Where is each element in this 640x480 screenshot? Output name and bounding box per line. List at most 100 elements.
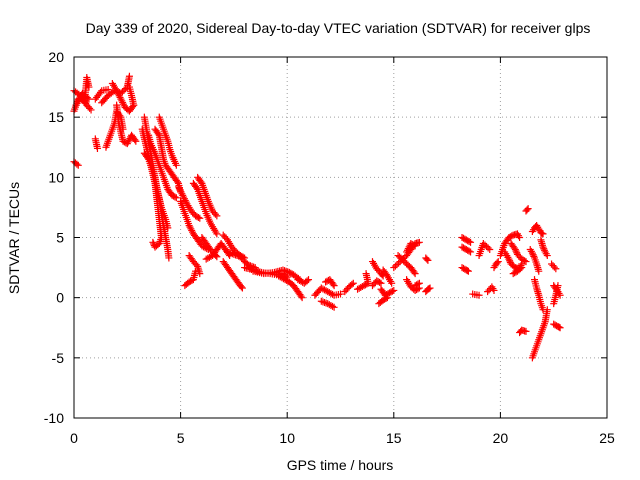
data-point — [518, 264, 526, 272]
data-point — [82, 92, 90, 100]
data-point — [279, 266, 287, 274]
data-point — [130, 101, 138, 109]
data-point — [423, 255, 431, 263]
data-point — [403, 246, 411, 254]
data-point — [233, 252, 241, 260]
data-point — [85, 83, 93, 91]
data-point — [390, 286, 398, 294]
data-point — [529, 251, 537, 259]
data-point — [172, 194, 180, 202]
data-point — [186, 223, 194, 231]
data-point — [164, 224, 172, 232]
data-point — [524, 205, 532, 213]
data-point — [297, 292, 305, 300]
data-point — [539, 243, 547, 251]
data-point — [388, 287, 396, 295]
data-point — [213, 230, 221, 238]
data-point — [224, 248, 232, 256]
data-point — [154, 130, 162, 138]
data-point — [415, 279, 423, 287]
data-point — [119, 100, 127, 108]
data-point — [115, 92, 123, 100]
data-point — [362, 270, 370, 278]
data-point — [391, 262, 399, 270]
data-point — [330, 303, 338, 311]
data-point — [197, 178, 205, 186]
data-point — [484, 244, 492, 252]
data-point — [118, 97, 126, 105]
data-point — [552, 265, 560, 273]
data-point — [543, 306, 551, 314]
data-point — [120, 86, 128, 94]
y-tick-label: 15 — [48, 109, 64, 125]
chart-title: Day 339 of 2020, Sidereal Day-to-day VTE… — [86, 20, 591, 36]
data-point — [149, 238, 157, 246]
data-point — [188, 227, 196, 235]
data-point — [348, 280, 356, 288]
data-point — [494, 258, 502, 266]
data-point — [377, 279, 385, 287]
data-point — [123, 140, 131, 148]
data-point — [193, 184, 201, 192]
data-point — [228, 250, 236, 258]
data-point — [227, 249, 235, 257]
data-point — [113, 88, 121, 96]
data-point — [132, 137, 140, 145]
x-tick-label: 0 — [70, 430, 78, 446]
data-point — [516, 234, 524, 241]
data-point — [465, 247, 473, 255]
data-point — [398, 256, 406, 264]
data-point — [192, 267, 200, 275]
data-point — [93, 144, 101, 152]
data-point — [165, 254, 173, 262]
data-point — [383, 294, 391, 302]
data-point — [486, 246, 494, 254]
x-tick-label: 10 — [279, 430, 295, 446]
data-point — [349, 279, 357, 287]
data-point — [512, 247, 520, 255]
y-tick-label: -5 — [52, 350, 65, 366]
y-tick-label: 20 — [48, 49, 64, 65]
data-point — [530, 252, 538, 260]
data-point — [535, 267, 543, 275]
data-point — [483, 243, 491, 251]
data-point — [104, 85, 112, 93]
data-point — [174, 183, 182, 191]
data-point — [298, 294, 306, 302]
data-point — [80, 91, 88, 99]
data-point — [83, 94, 91, 102]
y-tick-labels: -10 -5 0 5 10 15 20 — [44, 49, 64, 426]
data-point — [521, 257, 529, 265]
data-point — [506, 257, 514, 265]
data-point — [150, 242, 158, 250]
data-point — [404, 245, 412, 253]
data-points — [70, 72, 564, 362]
data-point — [281, 267, 289, 275]
data-point — [187, 225, 195, 233]
data-point — [329, 302, 337, 310]
data-point — [319, 298, 327, 306]
y-tick-label: 10 — [48, 169, 64, 185]
data-point — [86, 104, 94, 112]
data-point — [540, 245, 548, 253]
data-point — [179, 191, 187, 199]
data-point — [180, 193, 188, 201]
data-point — [426, 284, 434, 292]
data-point — [171, 193, 179, 201]
data-point — [414, 280, 422, 288]
data-point — [177, 188, 185, 196]
data-point — [467, 238, 475, 246]
data-point — [511, 246, 519, 254]
data-point — [329, 280, 337, 288]
data-point — [555, 323, 563, 331]
data-point — [393, 261, 401, 269]
data-point — [211, 210, 219, 218]
x-tick-label: 5 — [177, 430, 185, 446]
data-point — [493, 259, 501, 267]
data-point — [388, 279, 396, 287]
data-point — [237, 283, 245, 291]
data-point — [303, 277, 311, 285]
data-point — [282, 267, 290, 275]
data-point — [231, 251, 239, 259]
